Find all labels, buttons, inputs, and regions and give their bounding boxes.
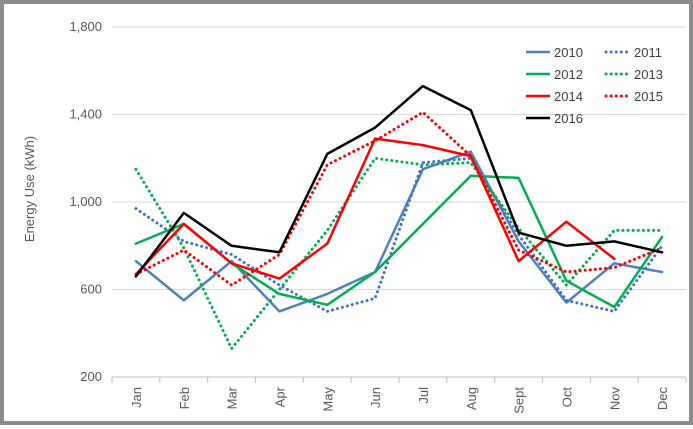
y-tick-label: 1,000 [69, 194, 102, 209]
x-tick-label: Oct [559, 387, 574, 408]
series-lines [134, 84, 664, 351]
x-tick-label: Jul [416, 387, 431, 404]
x-tick-label: Jun [368, 387, 383, 408]
y-tick-label: 1,800 [69, 19, 102, 34]
series-line-2015 [134, 110, 664, 287]
series-line-2014 [134, 137, 616, 280]
series-line-2011 [134, 156, 664, 313]
x-tick-label: Apr [272, 386, 287, 407]
y-tick-label: 600 [80, 282, 102, 297]
x-tick-label: Nov [607, 387, 622, 411]
series-line-2013 [134, 156, 664, 351]
x-tick-label: Jan [129, 387, 144, 408]
legend-label-2012: 2012 [554, 67, 583, 82]
legend-label-2016: 2016 [554, 111, 583, 126]
x-tick-label: Sept [512, 387, 527, 414]
x-tick-label: Feb [177, 387, 192, 409]
series-line-2010 [134, 150, 664, 313]
energy-use-line-chart: 200 600 1,000 1,400 1,800 Jan Feb Mar Apr May Jun J… [22, 19, 687, 414]
legend-label-2011: 2011 [634, 45, 662, 60]
y-axis-title: Energy Use (kWh) [22, 136, 37, 242]
legend: 2010 2011 2012 2013 2014 2015 2016 [526, 45, 663, 126]
x-tick-label: Aug [464, 387, 479, 410]
gridlines [112, 26, 686, 378]
legend-label-2014: 2014 [554, 89, 583, 104]
series-line-2016 [134, 84, 664, 278]
x-tick-label: Dec [655, 387, 670, 411]
axes: 200 600 1,000 1,400 1,800 Jan Feb Mar Apr May Jun J… [69, 19, 687, 414]
legend-label-2015: 2015 [634, 89, 663, 104]
y-tick-label: 200 [80, 369, 102, 384]
x-tick-label: May [320, 387, 335, 412]
y-tick-label: 1,400 [69, 107, 102, 122]
x-tick-label: Mar [225, 386, 240, 409]
legend-label-2010: 2010 [554, 45, 583, 60]
legend-label-2013: 2013 [634, 67, 663, 82]
